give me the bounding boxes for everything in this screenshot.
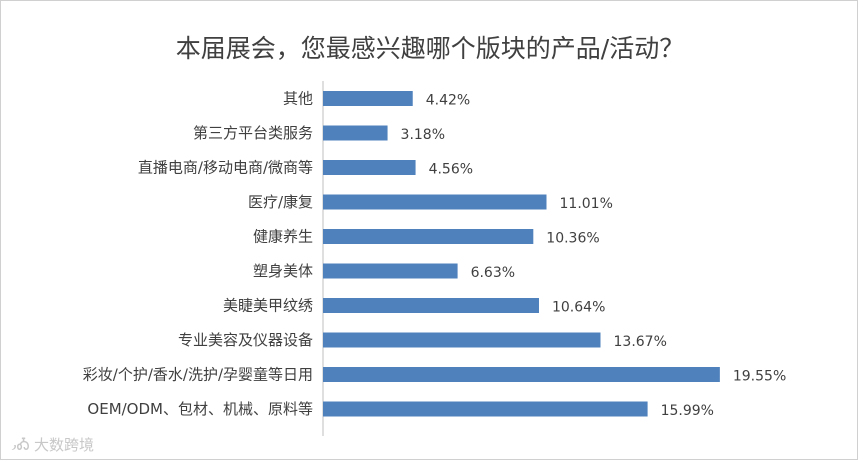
data-label: 10.64% bbox=[552, 300, 605, 316]
category-label: 直播电商/移动电商/微商等 bbox=[138, 159, 313, 177]
data-label: 11.01% bbox=[560, 196, 613, 212]
bar bbox=[323, 160, 416, 175]
chart-title: 本届展会，您最感兴趣哪个版块的产品/活动？ bbox=[175, 34, 685, 63]
bar bbox=[323, 263, 458, 279]
data-label: 6.63% bbox=[471, 265, 515, 281]
bar bbox=[323, 229, 534, 244]
category-label: 专业美容及仪器设备 bbox=[178, 331, 313, 349]
data-label: 10.36% bbox=[546, 231, 599, 247]
bar bbox=[323, 91, 413, 106]
category-label: 彩妆/个护/香水/洗护/孕婴童等日用 bbox=[83, 366, 313, 384]
bar bbox=[323, 401, 648, 417]
category-label: OEM/ODM、包材、机械、原料等 bbox=[87, 400, 313, 418]
watermark-text: 大数跨境 bbox=[34, 436, 95, 454]
category-label: 塑身美体 bbox=[253, 262, 313, 280]
category-label: 其他 bbox=[283, 90, 313, 108]
data-label: 4.56% bbox=[429, 162, 473, 178]
data-label: 15.99% bbox=[661, 403, 714, 419]
category-label: 健康养生 bbox=[253, 228, 313, 246]
bar bbox=[323, 298, 539, 313]
category-label: 医疗/康复 bbox=[248, 193, 313, 211]
bar bbox=[323, 125, 388, 141]
data-label: 3.18% bbox=[401, 127, 445, 143]
bar bbox=[323, 367, 720, 382]
data-label: 19.55% bbox=[733, 369, 786, 385]
category-label: 美睫美甲纹绣 bbox=[223, 297, 313, 315]
bar bbox=[323, 332, 601, 348]
watermark-logo-icon: ᎖Ꭳ bbox=[11, 435, 30, 455]
data-label: 13.67% bbox=[614, 334, 667, 350]
watermark: ᎖Ꭳ 大数跨境 bbox=[11, 433, 94, 456]
bar bbox=[323, 194, 547, 210]
data-label: 4.42% bbox=[426, 93, 470, 109]
category-label: 第三方平台类服务 bbox=[193, 124, 313, 142]
